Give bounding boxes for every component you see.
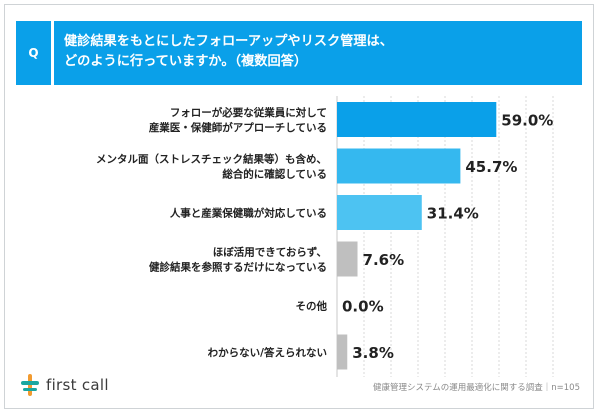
question-badge: Q	[16, 21, 51, 85]
category-label-1-line-2: 産業医・保健師がアプローチしている	[149, 121, 327, 134]
category-label-5-line-1: その他	[296, 300, 328, 313]
brand-logo: first call	[20, 371, 109, 399]
first-call-logo-icon	[21, 374, 39, 396]
bar-1	[337, 102, 497, 137]
bar-6	[337, 334, 348, 370]
value-label-5: 0.0%	[342, 298, 384, 316]
value-label-4: 7.6%	[363, 251, 405, 269]
category-label-6-line-1: わからない/答えられない	[208, 346, 327, 359]
category-label-3-line-1: 人事と産業保健職が対応している	[170, 207, 327, 220]
value-label-2: 45.7%	[465, 158, 517, 176]
bar-2	[337, 148, 461, 184]
value-label-6: 3.8%	[352, 344, 394, 362]
category-label-1-line-1: フォローが必要な従業員に対して	[170, 106, 327, 119]
question-line-2: どのように行っていますか。（複数回答）	[64, 54, 308, 69]
question-line-1: 健診結果をもとにしたフォローアップやリスク管理は、	[64, 34, 393, 49]
source-note: 健康管理システムの運用最適化に関する調査｜n=105	[373, 383, 580, 393]
brand-name: first call	[46, 376, 109, 394]
category-label-4-line-2: 健診結果を参照するだけになっている	[149, 261, 327, 274]
bar-4	[337, 241, 358, 277]
bar-3	[337, 195, 422, 230]
value-label-1: 59.0%	[501, 112, 553, 130]
category-label-2-line-2: 総合的に確認している	[222, 168, 327, 181]
value-label-3: 31.4%	[427, 205, 479, 223]
question-header: 健診結果をもとにしたフォローアップやリスク管理は、 どのように行っていますか。（…	[54, 21, 582, 85]
category-label-2-line-1: メンタル面（ストレスチェック結果等）も含め、	[96, 153, 327, 166]
category-label-4-line-1: ほぼ活用できておらず、	[213, 246, 327, 259]
